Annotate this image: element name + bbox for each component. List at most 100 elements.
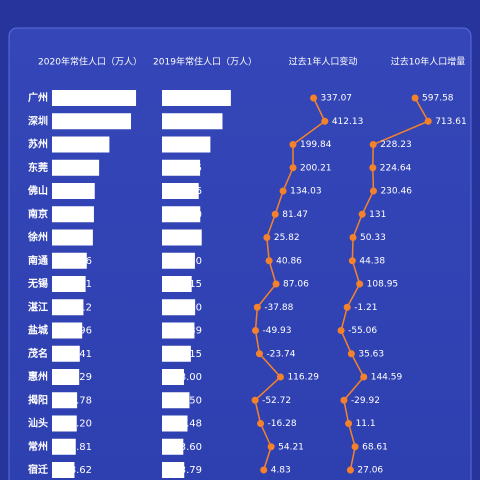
value-label: 720.89 xyxy=(167,326,202,337)
value-label: 131 xyxy=(369,210,386,220)
bar xyxy=(162,90,231,106)
column-header: 2020年常住人口（万人） xyxy=(38,56,142,68)
city-label: 苏州 xyxy=(28,138,48,151)
value-label: -37.88 xyxy=(264,303,293,313)
city-label: 揭阳 xyxy=(28,393,48,406)
city-label: 常州 xyxy=(28,440,48,453)
bar xyxy=(52,276,86,292)
point xyxy=(343,303,351,311)
value-label: 50.33 xyxy=(360,233,386,243)
value-label: 498.62 xyxy=(57,465,92,476)
value-label: 931.47 xyxy=(57,209,92,220)
point xyxy=(360,373,368,381)
bar xyxy=(52,438,76,455)
value-label: 746.21 xyxy=(57,279,92,290)
value-label: 846.45 xyxy=(167,163,202,174)
value-label: 566.48 xyxy=(167,419,202,430)
panel xyxy=(8,27,472,480)
value-label: 736.00 xyxy=(167,302,202,313)
value-label: 815.86 xyxy=(167,186,202,197)
value-label: 134.03 xyxy=(290,187,322,197)
value-label: 1046.66 xyxy=(57,163,98,174)
value-label: 1046.66 xyxy=(57,163,98,174)
value-label: 882.56 xyxy=(167,233,202,244)
bar xyxy=(162,113,223,130)
value-label: 230.46 xyxy=(380,187,412,197)
value-label: 617.41 xyxy=(57,349,92,360)
city-label: 广州 xyxy=(28,91,48,104)
bar xyxy=(162,392,190,409)
value-label: 949.89 xyxy=(57,186,92,197)
value-label: 1075.00 xyxy=(167,140,208,151)
value-label: 4.83 xyxy=(271,466,291,476)
value-label: 1530.59 xyxy=(167,93,208,104)
value-label: 659.15 xyxy=(167,279,202,290)
value-label: 412.13 xyxy=(332,117,364,127)
city-label: 无锡 xyxy=(27,277,48,290)
point xyxy=(289,164,297,172)
point xyxy=(267,443,275,451)
value-label: 1756.01 xyxy=(57,116,98,127)
city-label: 南通 xyxy=(28,254,48,267)
bar xyxy=(162,322,195,339)
point xyxy=(348,257,356,265)
value-label: 488.00 xyxy=(167,372,202,383)
value-label: 610.50 xyxy=(167,395,202,406)
value-label: 473.60 xyxy=(167,442,202,453)
bar xyxy=(162,369,184,385)
point xyxy=(424,117,432,125)
bar xyxy=(52,113,132,130)
bar xyxy=(52,90,137,106)
value-label: 670.96 xyxy=(57,326,92,337)
point xyxy=(253,303,261,311)
value-label: 224.64 xyxy=(380,163,412,173)
value-label: -55.06 xyxy=(348,326,377,336)
bar xyxy=(52,415,77,432)
city-label: 盐城 xyxy=(28,324,48,337)
value-label: 228.23 xyxy=(380,140,412,150)
point xyxy=(321,117,329,125)
bar xyxy=(52,252,87,269)
value-label: 698.12 xyxy=(57,302,92,313)
value-label: 40.86 xyxy=(276,256,302,266)
value-label: 337.07 xyxy=(321,94,353,104)
value-label: 746.21 xyxy=(57,279,92,290)
value-label: 772.66 xyxy=(57,256,92,267)
value-label: 144.59 xyxy=(371,373,403,383)
point xyxy=(252,327,260,334)
city-label: 佛山 xyxy=(27,184,48,197)
value-label: 1867.66 xyxy=(57,93,98,104)
bar xyxy=(162,206,201,223)
point xyxy=(263,234,271,241)
point xyxy=(310,94,318,102)
value-label: -23.74 xyxy=(266,349,295,359)
value-label: 610.50 xyxy=(167,395,202,406)
bar xyxy=(162,229,202,246)
value-label: 527.81 xyxy=(57,442,92,453)
value-label: 488.00 xyxy=(167,372,202,383)
bar xyxy=(52,322,83,339)
bar xyxy=(52,369,80,385)
value-label: 550.20 xyxy=(57,419,92,430)
value-label: 815.86 xyxy=(167,186,202,197)
value-label: 1274.83 xyxy=(57,140,98,151)
point xyxy=(345,420,353,427)
point xyxy=(251,396,259,404)
bar xyxy=(162,183,199,199)
point xyxy=(349,234,357,241)
bar xyxy=(52,345,80,362)
value-label: 1530.59 xyxy=(167,93,208,104)
point xyxy=(337,327,345,334)
value-label: 473.60 xyxy=(167,442,202,453)
value-label: 1274.83 xyxy=(57,140,98,151)
point xyxy=(340,396,348,404)
value-label: 566.48 xyxy=(167,419,202,430)
value-label: 493.79 xyxy=(167,465,202,476)
value-label: -29.92 xyxy=(351,396,380,406)
point xyxy=(272,280,280,288)
value-label: -1.21 xyxy=(354,303,377,313)
value-label: 604.29 xyxy=(57,372,92,383)
point xyxy=(257,420,265,427)
